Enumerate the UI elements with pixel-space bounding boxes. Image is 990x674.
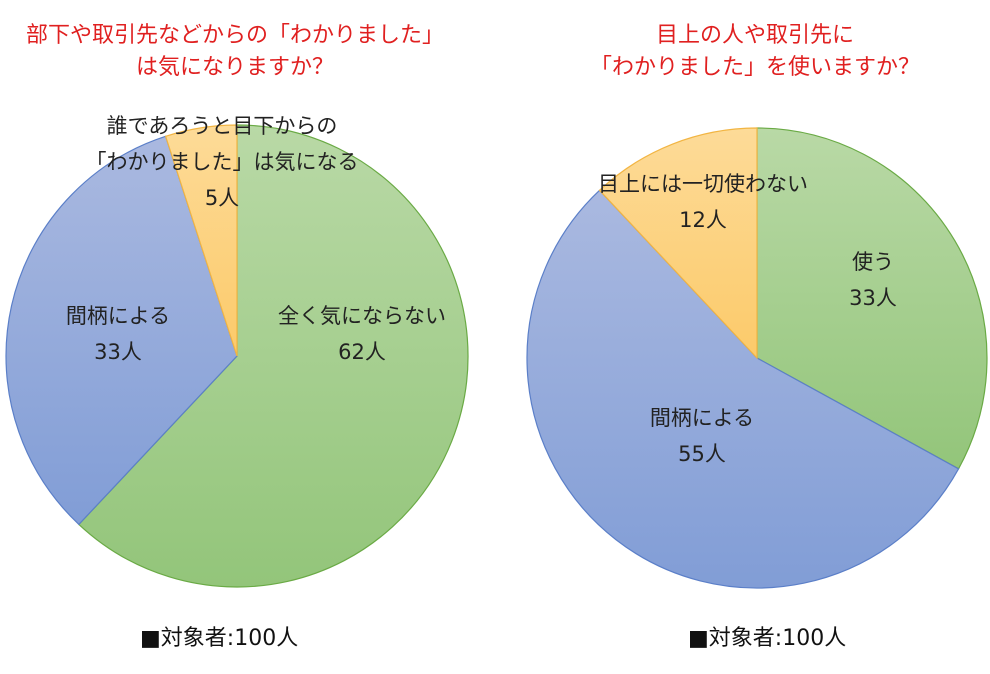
chart2-title-line2: 「わかりました」を使いますか？ — [589, 55, 920, 80]
chart1-slice-3-label: 誰であろうと目下からの — [107, 114, 338, 138]
chart1-slice-3 — [164, 124, 238, 357]
chart1-pie: 全く気にならない 62人 間柄による 33人 誰であろうと目下からの「わかりました」は気… — [5, 114, 469, 588]
chart1-title-line2: は気になりますか？ — [135, 55, 334, 80]
chart2-slice-1-label: 使う — [852, 250, 894, 274]
chart2-slice-2-value: 55人 — [678, 442, 726, 466]
chart2-slice-1 — [756, 127, 988, 470]
chart1-slice-1 — [78, 124, 469, 588]
chart2-footnote: ■対象者:100人 — [688, 626, 847, 651]
chart2-slice-1-value: 33人 — [849, 286, 897, 310]
chart1-slice-2 — [5, 135, 238, 526]
chart2-slice-3-label: 目上には一切使わない — [598, 172, 808, 196]
chart2-slice-3-value: 12人 — [679, 208, 727, 232]
chart1-slice-2-label: 間柄による — [66, 304, 170, 328]
chart1-title-line1: 部下や取引先などからの「わかりました」 — [25, 23, 444, 48]
chart1-slice-2-value: 33人 — [94, 340, 142, 364]
chart2-title-line1: 目上の人や取引先に — [655, 23, 854, 48]
chart1-slice-3-label: 「わかりました」は気になる — [86, 150, 359, 174]
chart2-slice-3 — [598, 127, 758, 360]
chart2-slice-2 — [526, 189, 960, 589]
chart1-slice-1-value: 62人 — [338, 340, 386, 364]
chart1-slice-1-label: 全く気にならない — [278, 304, 446, 328]
chart1-slice-3-value: 5人 — [205, 186, 239, 210]
chart1-footnote: ■対象者:100人 — [140, 626, 299, 651]
chart2-slice-2-label: 間柄による — [650, 406, 754, 430]
